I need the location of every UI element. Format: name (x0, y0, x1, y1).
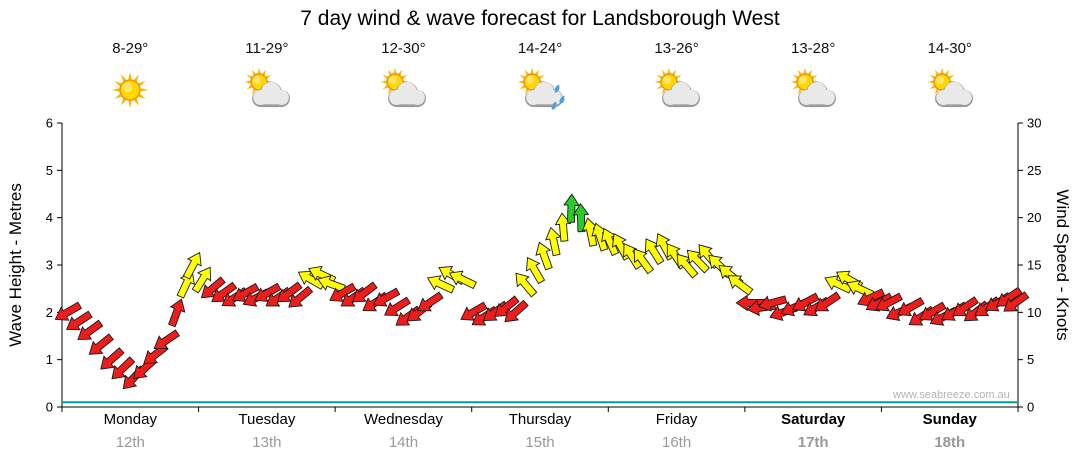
day-name: Friday (655, 411, 698, 428)
day-date: 16th (662, 434, 692, 451)
svg-text:3: 3 (46, 258, 53, 273)
day-name: Saturday (781, 411, 846, 428)
svg-text:4: 4 (46, 210, 53, 225)
page-title: 7 day wind & wave forecast for Landsboro… (300, 7, 780, 30)
day-name: Monday (103, 411, 157, 428)
svg-text:25: 25 (1027, 163, 1041, 178)
temp-range-monday: 8-29° (112, 40, 149, 57)
svg-text:1: 1 (46, 352, 53, 367)
temp-range-tuesday: 11-29° (245, 40, 289, 57)
day-name: Thursday (508, 411, 572, 428)
day-label-sunday: Sunday 18th (881, 411, 1018, 451)
day-label-monday: Monday 12th (62, 411, 199, 451)
svg-text:0: 0 (1027, 400, 1034, 415)
day-date: 15th (525, 434, 555, 451)
day-label-tuesday: Tuesday 13th (199, 411, 336, 451)
temp-range-thursday: 14-24° (517, 40, 563, 57)
day-date: 17th (797, 434, 829, 451)
day-labels-row: Monday 12th Tuesday 13th Wednesday 14th … (62, 411, 1018, 451)
day-label-thursday: Thursday 15th (472, 411, 609, 451)
weather-icon-row (62, 64, 1018, 116)
sunny-icon (62, 64, 199, 116)
day-label-wednesday: Wednesday 14th (335, 411, 472, 451)
temperature-row: 8-29° 11-29° 12-30° 14-24° 13-26° 13-28°… (62, 40, 1018, 57)
day-date: 13th (252, 434, 282, 451)
sun-cloud-rain-icon (472, 64, 609, 116)
day-label-saturday: Saturday 17th (745, 411, 882, 451)
sun-cloud-icon (881, 64, 1018, 116)
temp-range-wednesday: 12-30° (381, 40, 426, 57)
watermark: www.seabreeze.com.au (893, 389, 1010, 401)
day-label-friday: Friday 16th (608, 411, 745, 451)
svg-text:30: 30 (1027, 116, 1041, 131)
svg-text:5: 5 (1027, 352, 1034, 367)
svg-text:10: 10 (1027, 305, 1041, 320)
sun-cloud-icon (335, 64, 472, 116)
sun-cloud-icon (199, 64, 336, 116)
wave-height-axis-label: Wave Height - Metres (6, 183, 25, 347)
wind-speed-axis-label: Wind Speed - Knots (1053, 189, 1072, 341)
temp-range-friday: 13-26° (654, 40, 699, 57)
day-name: Wednesday (363, 411, 443, 428)
day-name: Sunday (922, 411, 977, 428)
svg-text:20: 20 (1027, 210, 1041, 225)
svg-text:2: 2 (46, 305, 53, 320)
temp-range-saturday: 13-28° (790, 40, 836, 57)
day-date: 12th (115, 434, 145, 451)
temp-range-sunday: 14-30° (927, 40, 972, 57)
svg-text:5: 5 (46, 163, 53, 178)
day-date: 14th (388, 434, 419, 451)
sun-cloud-icon (608, 64, 745, 116)
day-date: 18th (934, 434, 966, 451)
svg-text:0: 0 (46, 400, 53, 415)
svg-text:6: 6 (46, 116, 53, 131)
sun-cloud-icon (745, 64, 882, 116)
svg-text:15: 15 (1027, 258, 1041, 273)
day-name: Tuesday (238, 411, 296, 428)
